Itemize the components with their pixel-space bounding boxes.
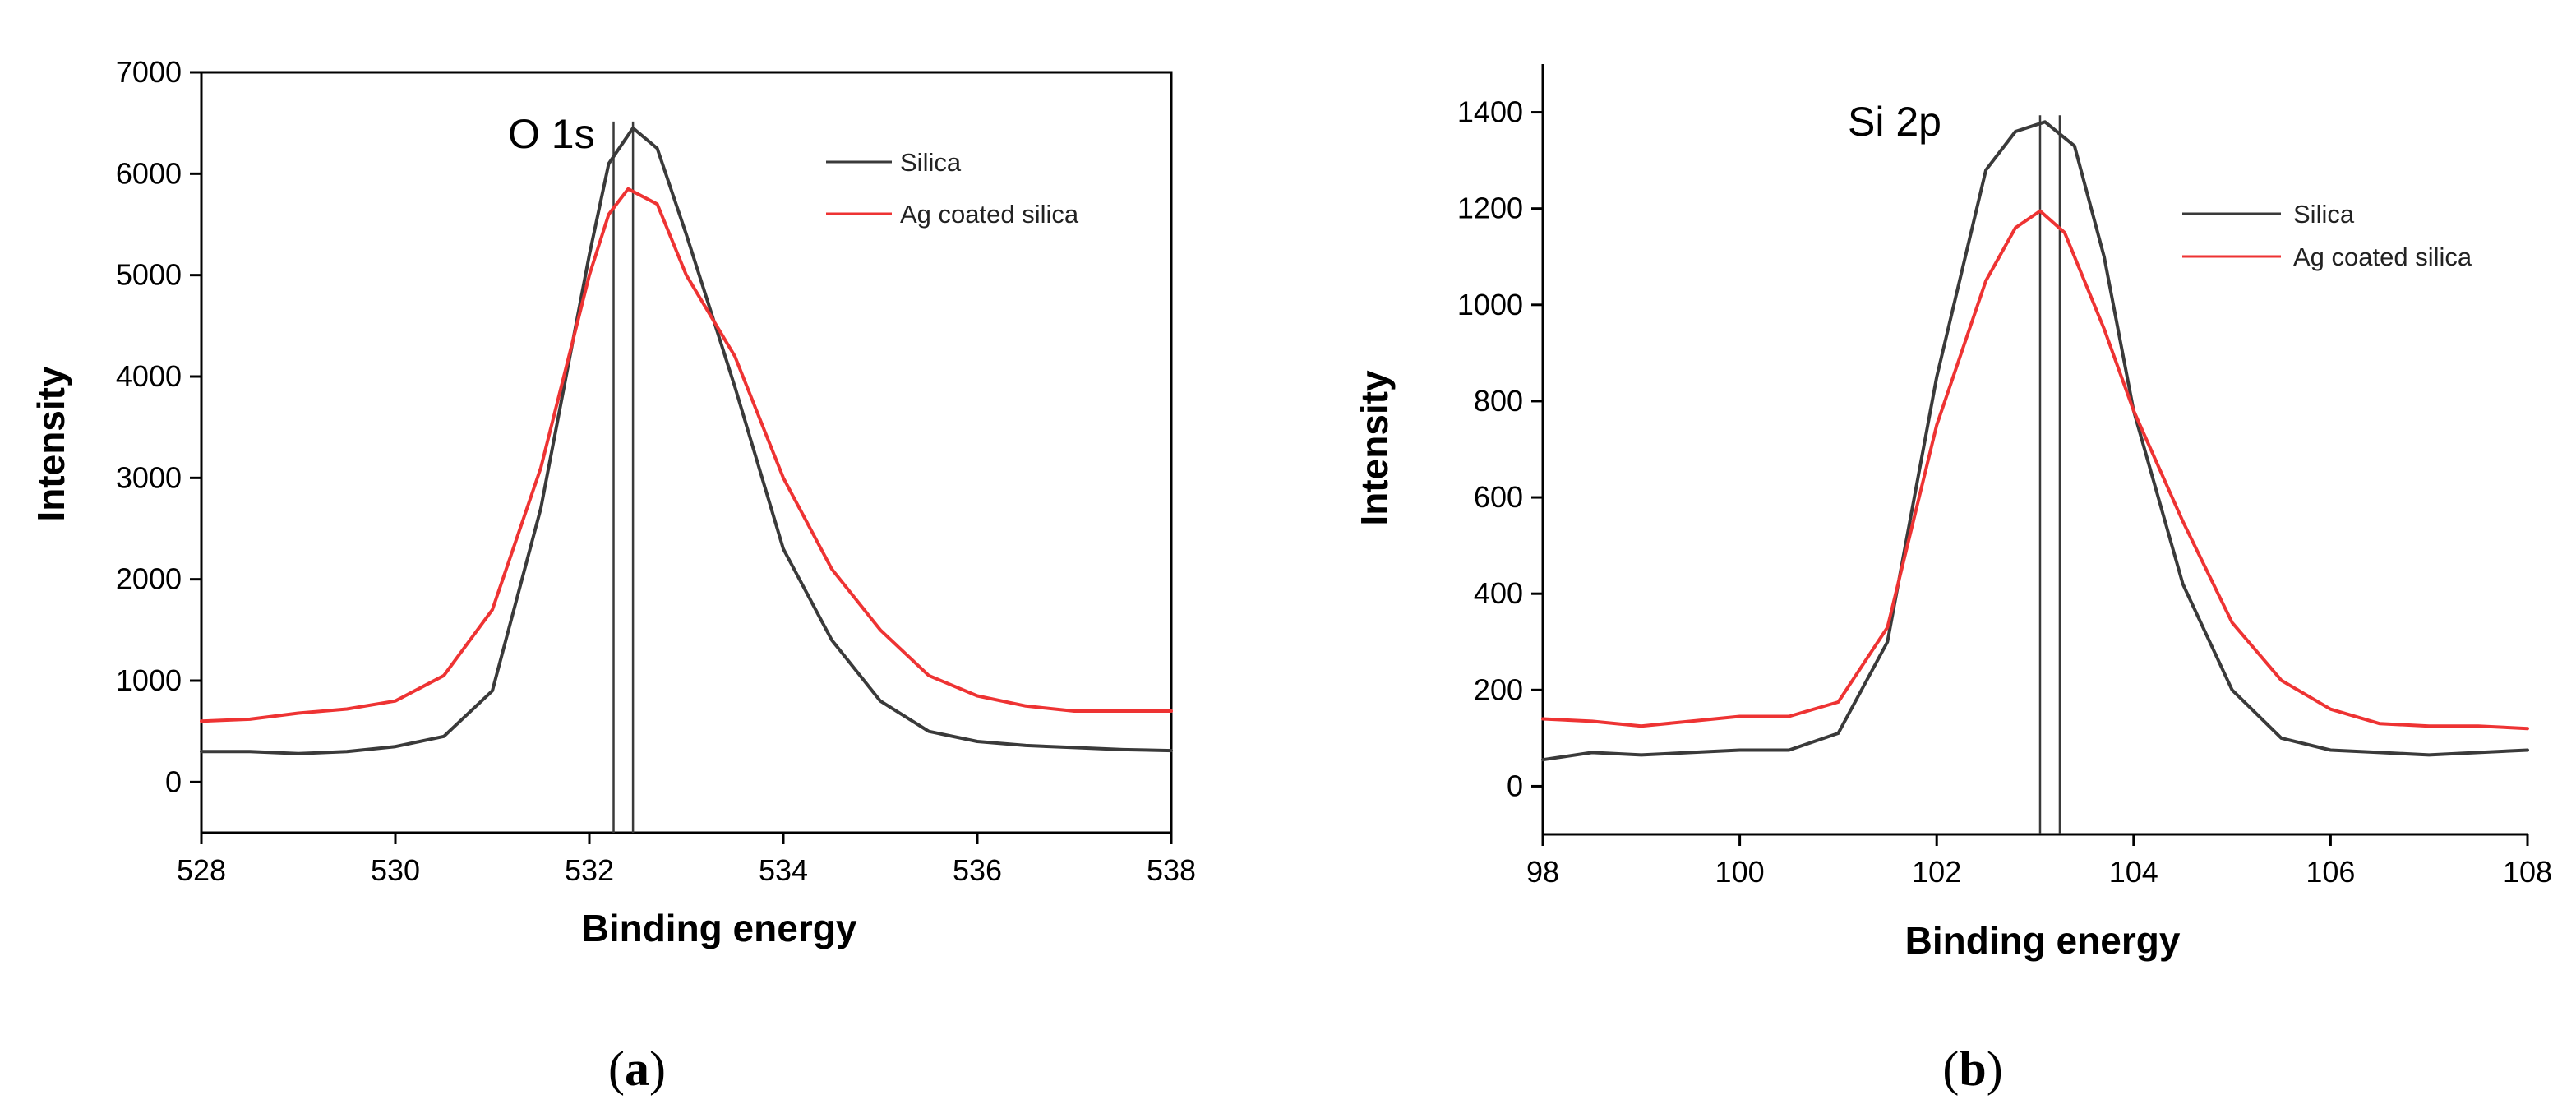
y-tick-label-a-7000: 7000: [116, 55, 182, 89]
y-tick-label-b-1400: 1400: [1457, 95, 1523, 129]
y-axis-label-b: Intensity: [1353, 370, 1396, 526]
y-tick-label-b-600: 600: [1474, 480, 1523, 514]
panel-caption-letter-b: b: [1959, 1042, 1986, 1096]
y-tick-label-a-6000: 6000: [116, 156, 182, 190]
x-tick-label-a-538: 538: [1147, 853, 1196, 887]
y-tick-labels-b: 0 200 400 600 800 1000 1200 1400: [1457, 95, 1543, 802]
x-tick-label-a-534: 534: [759, 853, 808, 887]
series-line-a-silica: [200, 126, 1173, 755]
x-tick-label-a-536: 536: [953, 853, 1002, 887]
y-tick-label-a-5000: 5000: [116, 258, 182, 292]
x-tick-label-a-528: 528: [177, 853, 226, 887]
legend-b: Silica Ag coated silica: [2182, 200, 2472, 271]
x-tick-labels-b: 98 100 102 104 106 108: [1526, 834, 2552, 889]
x-tick-label-b-102: 102: [1912, 855, 1961, 889]
x-axis-label-a: Binding energy: [582, 907, 857, 949]
legend-a: Silica Ag coated silica: [826, 148, 1079, 229]
series-line-a-ag-coated-silica: [200, 187, 1173, 723]
y-tick-label-b-200: 200: [1474, 672, 1523, 706]
series-group-b: [1541, 120, 2529, 762]
panel-title-a: O 1s: [508, 111, 595, 157]
panel-caption-letter-a: a: [625, 1042, 649, 1096]
y-tick-label-b-0: 0: [1507, 769, 1523, 802]
x-tick-label-b-108: 108: [2503, 855, 2552, 889]
peak-markers-a: [612, 121, 635, 833]
series-line-b-ag-coated-silica: [1541, 209, 2529, 731]
legend-label-ag-a: Ag coated silica: [900, 200, 1079, 229]
x-tick-label-b-100: 100: [1715, 855, 1765, 889]
y-tick-label-b-1200: 1200: [1457, 192, 1523, 225]
series-line-b-silica: [1541, 120, 2529, 762]
x-tick-label-b-106: 106: [2306, 855, 2355, 889]
y-tick-label-a-2000: 2000: [116, 562, 182, 596]
legend-label-silica-b: Silica: [2293, 200, 2355, 229]
y-tick-label-a-0: 0: [165, 765, 182, 798]
panel-caption-a: (a): [608, 1042, 666, 1096]
y-tick-label-b-400: 400: [1474, 576, 1523, 610]
x-tick-label-a-532: 532: [565, 853, 614, 887]
x-tick-labels-a: 528 530 532 534 536 538: [177, 833, 1196, 887]
x-tick-label-a-530: 530: [371, 853, 420, 887]
plot-frame-a: [200, 71, 1173, 834]
y-tick-label-a-4000: 4000: [116, 359, 182, 393]
series-group-a: [200, 126, 1173, 755]
x-tick-label-b-104: 104: [2109, 855, 2158, 889]
peak-markers-b: [2038, 115, 2061, 834]
panel-b: 0 200 400 600 800 1000 1200 1400 98 100 102 104 106…: [1353, 64, 2552, 1096]
legend-label-silica-a: Silica: [900, 148, 962, 177]
y-tick-label-b-1000: 1000: [1457, 288, 1523, 321]
x-axis-label-b: Binding energy: [1905, 919, 2181, 962]
plot-frame-b: [1541, 64, 2528, 836]
y-tick-labels-a: 0 1000 2000 3000 4000 5000 6000 7000: [116, 55, 201, 798]
legend-label-ag-b: Ag coated silica: [2293, 243, 2472, 271]
y-axis-label-a: Intensity: [30, 366, 72, 522]
y-tick-label-a-1000: 1000: [116, 663, 182, 697]
x-tick-label-b-98: 98: [1526, 855, 1559, 889]
y-tick-label-b-800: 800: [1474, 384, 1523, 418]
panel-title-b: Si 2p: [1848, 99, 1941, 145]
panel-caption-b: (b): [1942, 1042, 2002, 1096]
y-tick-label-a-3000: 3000: [116, 460, 182, 494]
